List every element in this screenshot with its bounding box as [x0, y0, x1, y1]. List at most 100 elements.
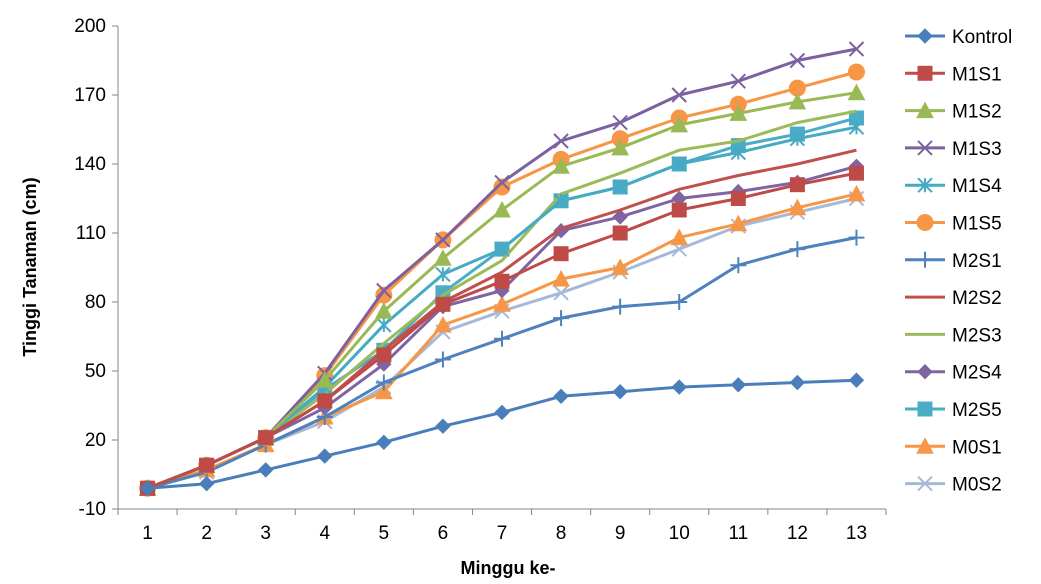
legend-label: M1S2 — [952, 102, 1002, 123]
series-m2s2 — [146, 148, 857, 490]
legend-marker — [917, 28, 933, 44]
data-point — [730, 257, 747, 274]
legend-item: M0S2 — [905, 475, 1002, 496]
data-point — [139, 480, 156, 497]
data-point — [552, 269, 570, 287]
legend-label: M2S3 — [952, 325, 1002, 346]
y-tick-label: 170 — [74, 85, 106, 106]
data-point — [494, 404, 510, 421]
y-axis-title: Tinggi Tanaman (cm) — [20, 177, 40, 356]
data-point — [671, 379, 687, 395]
data-point — [670, 228, 689, 246]
data-point — [258, 430, 274, 446]
legend-marker — [916, 437, 934, 454]
data-point — [317, 393, 333, 409]
legend-item: M2S5 — [905, 400, 1002, 421]
data-point — [789, 177, 805, 193]
data-point — [671, 87, 687, 103]
data-point — [376, 347, 392, 363]
legend-item: Kontrol — [905, 27, 1012, 48]
x-tick-label: 4 — [319, 523, 330, 544]
legend-marker — [917, 401, 933, 417]
data-point — [789, 130, 806, 147]
data-point — [375, 374, 392, 391]
x-tick-label: 8 — [556, 523, 567, 544]
data-point — [435, 232, 451, 248]
y-tick-label: 200 — [74, 16, 106, 37]
x-axis-title: Minggu ke- — [461, 558, 556, 578]
legend-item: M2S3 — [905, 325, 1002, 346]
data-point — [612, 209, 628, 225]
y-tick-label: 110 — [76, 223, 106, 244]
series-line — [146, 148, 857, 490]
data-point — [435, 418, 451, 434]
series-line — [146, 47, 857, 490]
data-point — [434, 351, 451, 368]
x-tick-label: 13 — [846, 523, 867, 544]
legend-label: M2S4 — [952, 363, 1002, 384]
y-tick-label: -10 — [79, 499, 106, 520]
data-point — [612, 114, 628, 131]
y-tick-label: 140 — [74, 154, 106, 175]
data-point — [730, 191, 746, 206]
x-tick-label: 5 — [379, 523, 390, 544]
data-point — [494, 330, 510, 347]
x-tick-label: 11 — [728, 523, 748, 544]
legend: Kontrol M1S1 M1S2 M1S3 M1S4 M1S5 M2S1 M2S2 M2S3 M… — [905, 27, 1012, 496]
x-tick-label: 9 — [615, 523, 626, 544]
series-layer — [138, 41, 866, 497]
data-point — [848, 41, 865, 57]
data-point — [375, 382, 393, 400]
legend-marker — [917, 475, 933, 492]
data-point — [788, 198, 807, 216]
legend-marker — [917, 140, 933, 156]
legend-item: M1S2 — [905, 101, 1002, 123]
data-point — [553, 310, 570, 327]
legend-label: M1S1 — [952, 64, 1002, 85]
data-point — [494, 174, 510, 191]
legend-label: M0S1 — [952, 437, 1002, 458]
data-point — [789, 52, 806, 69]
data-point — [553, 285, 569, 301]
data-point — [376, 317, 392, 333]
data-point — [612, 179, 628, 195]
legend-item: M1S4 — [905, 176, 1002, 197]
data-point — [848, 119, 865, 135]
data-point — [375, 302, 393, 319]
legend-marker — [916, 101, 934, 119]
legend-item: M2S2 — [905, 288, 1002, 309]
data-point — [553, 193, 569, 209]
legend-marker — [917, 65, 933, 81]
data-point — [493, 178, 511, 196]
x-tick-label: 12 — [787, 523, 808, 544]
data-point — [611, 258, 629, 275]
data-point — [257, 462, 274, 478]
legend-item: M1S3 — [905, 139, 1002, 160]
legend-marker — [917, 363, 933, 380]
data-point — [788, 92, 807, 110]
legend-item: M0S1 — [905, 437, 1002, 458]
data-point — [730, 377, 747, 393]
y-tick-label: 20 — [85, 430, 106, 451]
data-point — [671, 156, 687, 172]
legend-label: M2S2 — [952, 288, 1002, 309]
legend-item: M2S4 — [905, 363, 1002, 384]
y-tick-label: 80 — [85, 292, 106, 313]
legend-marker — [916, 214, 934, 231]
data-point — [730, 144, 747, 161]
data-point — [553, 133, 569, 149]
x-tick-label: 10 — [669, 523, 690, 544]
data-point — [847, 83, 866, 101]
legend-marker — [917, 251, 933, 268]
data-point — [848, 165, 864, 181]
data-point — [670, 115, 689, 133]
data-point — [729, 214, 748, 232]
data-point — [198, 475, 215, 492]
series-m2s1 — [139, 229, 865, 497]
x-tick-label: 6 — [438, 523, 449, 544]
data-point — [317, 448, 333, 464]
data-point — [612, 383, 628, 400]
legend-item: M2S1 — [905, 251, 1002, 272]
data-point — [494, 273, 510, 289]
data-point — [848, 372, 865, 388]
